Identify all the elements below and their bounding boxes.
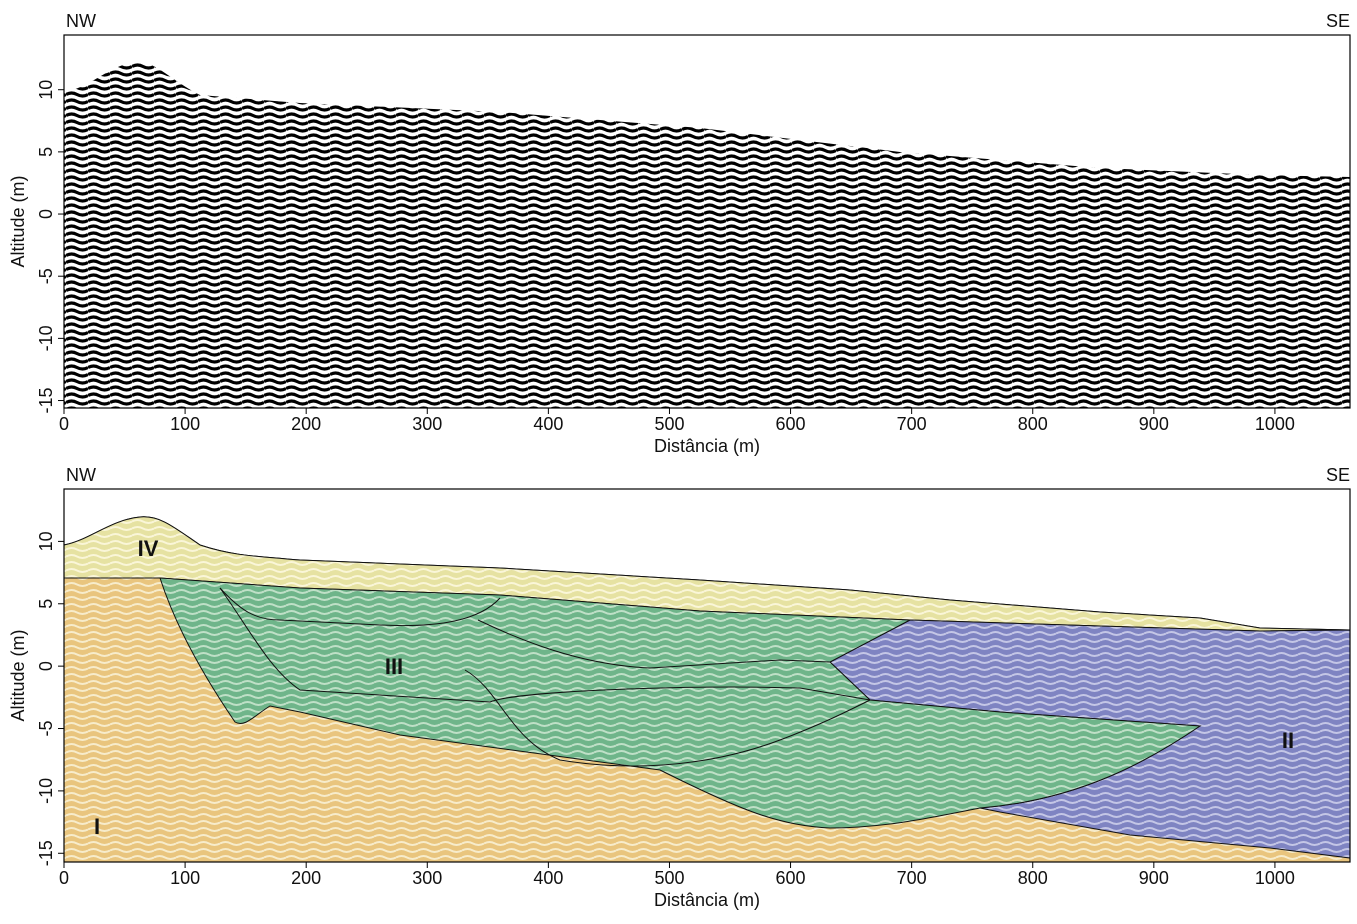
x-tick-label: 700 [897, 868, 927, 888]
unit-label: I [94, 814, 100, 839]
y-tick-label: -10 [36, 325, 56, 351]
x-tick-label: 100 [170, 414, 200, 434]
unit-label: III [385, 654, 403, 679]
y-axis-label: Altitude (m) [8, 629, 28, 721]
x-tick-label: 1000 [1255, 414, 1295, 434]
x-tick-label: 0 [59, 414, 69, 434]
y-tick-label: 0 [36, 661, 56, 671]
y-tick-label: -15 [36, 388, 56, 414]
y-tick-label: 0 [36, 209, 56, 219]
y-tick-label: 5 [36, 147, 56, 157]
y-tick-label: 10 [36, 80, 56, 100]
x-tick-label: 800 [1018, 868, 1048, 888]
x-tick-label: 100 [170, 868, 200, 888]
x-tick-label: 400 [533, 868, 563, 888]
figure: 01002003004005006007008009001000-15-10-5… [0, 0, 1357, 919]
x-tick-label: 500 [654, 868, 684, 888]
direction-label: SE [1326, 465, 1350, 485]
x-tick-label: 300 [412, 414, 442, 434]
direction-label: SE [1326, 11, 1350, 31]
x-tick-label: 800 [1018, 414, 1048, 434]
x-tick-label: 900 [1139, 868, 1169, 888]
x-tick-label: 900 [1139, 414, 1169, 434]
y-tick-label: -5 [36, 721, 56, 737]
x-tick-label: 0 [59, 868, 69, 888]
x-tick-label: 300 [412, 868, 442, 888]
y-tick-label: 5 [36, 599, 56, 609]
x-tick-label: 700 [897, 414, 927, 434]
unit-label: II [1282, 728, 1294, 753]
x-tick-label: 1000 [1255, 868, 1295, 888]
y-tick-label: -10 [36, 778, 56, 804]
x-tick-label: 400 [533, 414, 563, 434]
x-tick-label: 500 [654, 414, 684, 434]
interpretation [64, 517, 1350, 862]
x-axis-label: Distância (m) [654, 436, 760, 456]
y-axis-label: Altitude (m) [8, 175, 28, 267]
unit-label: IV [138, 536, 159, 561]
x-tick-label: 200 [291, 868, 321, 888]
direction-label: NW [66, 11, 96, 31]
radargram [64, 62, 1350, 408]
direction-label: NW [66, 465, 96, 485]
x-axis-label: Distância (m) [654, 890, 760, 910]
x-tick-label: 600 [776, 414, 806, 434]
y-tick-label: -15 [36, 840, 56, 866]
x-tick-label: 200 [291, 414, 321, 434]
y-tick-label: -5 [36, 268, 56, 284]
y-tick-label: 10 [36, 531, 56, 551]
x-tick-label: 600 [776, 868, 806, 888]
